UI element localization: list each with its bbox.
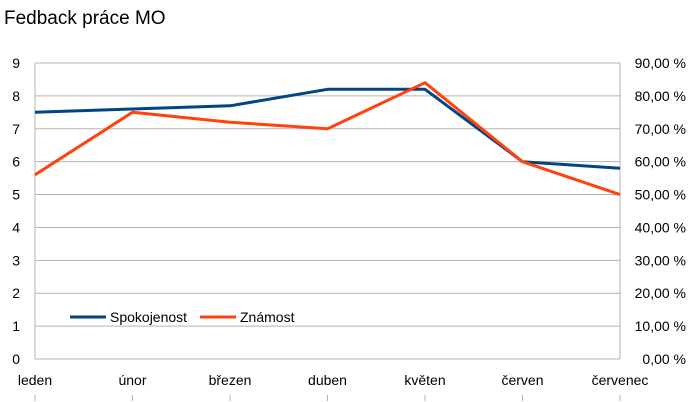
y-left-tick-label: 5 bbox=[12, 187, 20, 203]
y-right-tick-label: 40,00 % bbox=[635, 219, 686, 235]
y-right-tick-label: 80,00 % bbox=[635, 88, 686, 104]
chart-title: Fedback práce MO bbox=[4, 8, 166, 29]
x-tick-label: květen bbox=[404, 372, 445, 388]
y-right-tick-label: 0,00 % bbox=[642, 351, 686, 367]
y-left-tick-label: 0 bbox=[12, 351, 20, 367]
x-tick-label: červenec bbox=[592, 372, 649, 388]
y-left-tick-label: 1 bbox=[12, 318, 20, 334]
y-right-tick-label: 20,00 % bbox=[635, 285, 686, 301]
y-left-tick-label: 4 bbox=[12, 219, 20, 235]
y-right-tick-label: 30,00 % bbox=[635, 252, 686, 268]
y-right-tick-label: 10,00 % bbox=[635, 318, 686, 334]
legend-label: Známost bbox=[240, 309, 295, 325]
x-tick-label: březen bbox=[209, 372, 252, 388]
y-right-tick-label: 90,00 % bbox=[635, 55, 686, 71]
x-tick-label: leden bbox=[18, 372, 52, 388]
y-right-tick-label: 70,00 % bbox=[635, 121, 686, 137]
series-line-známost bbox=[34, 81, 621, 197]
x-tick-label: únor bbox=[118, 372, 146, 388]
y-left-tick-label: 6 bbox=[12, 154, 20, 170]
y-right-tick-label: 60,00 % bbox=[635, 154, 686, 170]
y-left-tick-label: 9 bbox=[12, 55, 20, 71]
y-right-tick-label: 50,00 % bbox=[635, 187, 686, 203]
y-left-tick-label: 8 bbox=[12, 88, 20, 104]
y-left-tick-label: 2 bbox=[12, 285, 20, 301]
legend-label: Spokojenost bbox=[110, 309, 187, 325]
y-left-tick-label: 3 bbox=[12, 252, 20, 268]
y-left-tick-label: 7 bbox=[12, 121, 20, 137]
x-tick-label: duben bbox=[308, 372, 347, 388]
x-tick-label: červen bbox=[501, 372, 543, 388]
